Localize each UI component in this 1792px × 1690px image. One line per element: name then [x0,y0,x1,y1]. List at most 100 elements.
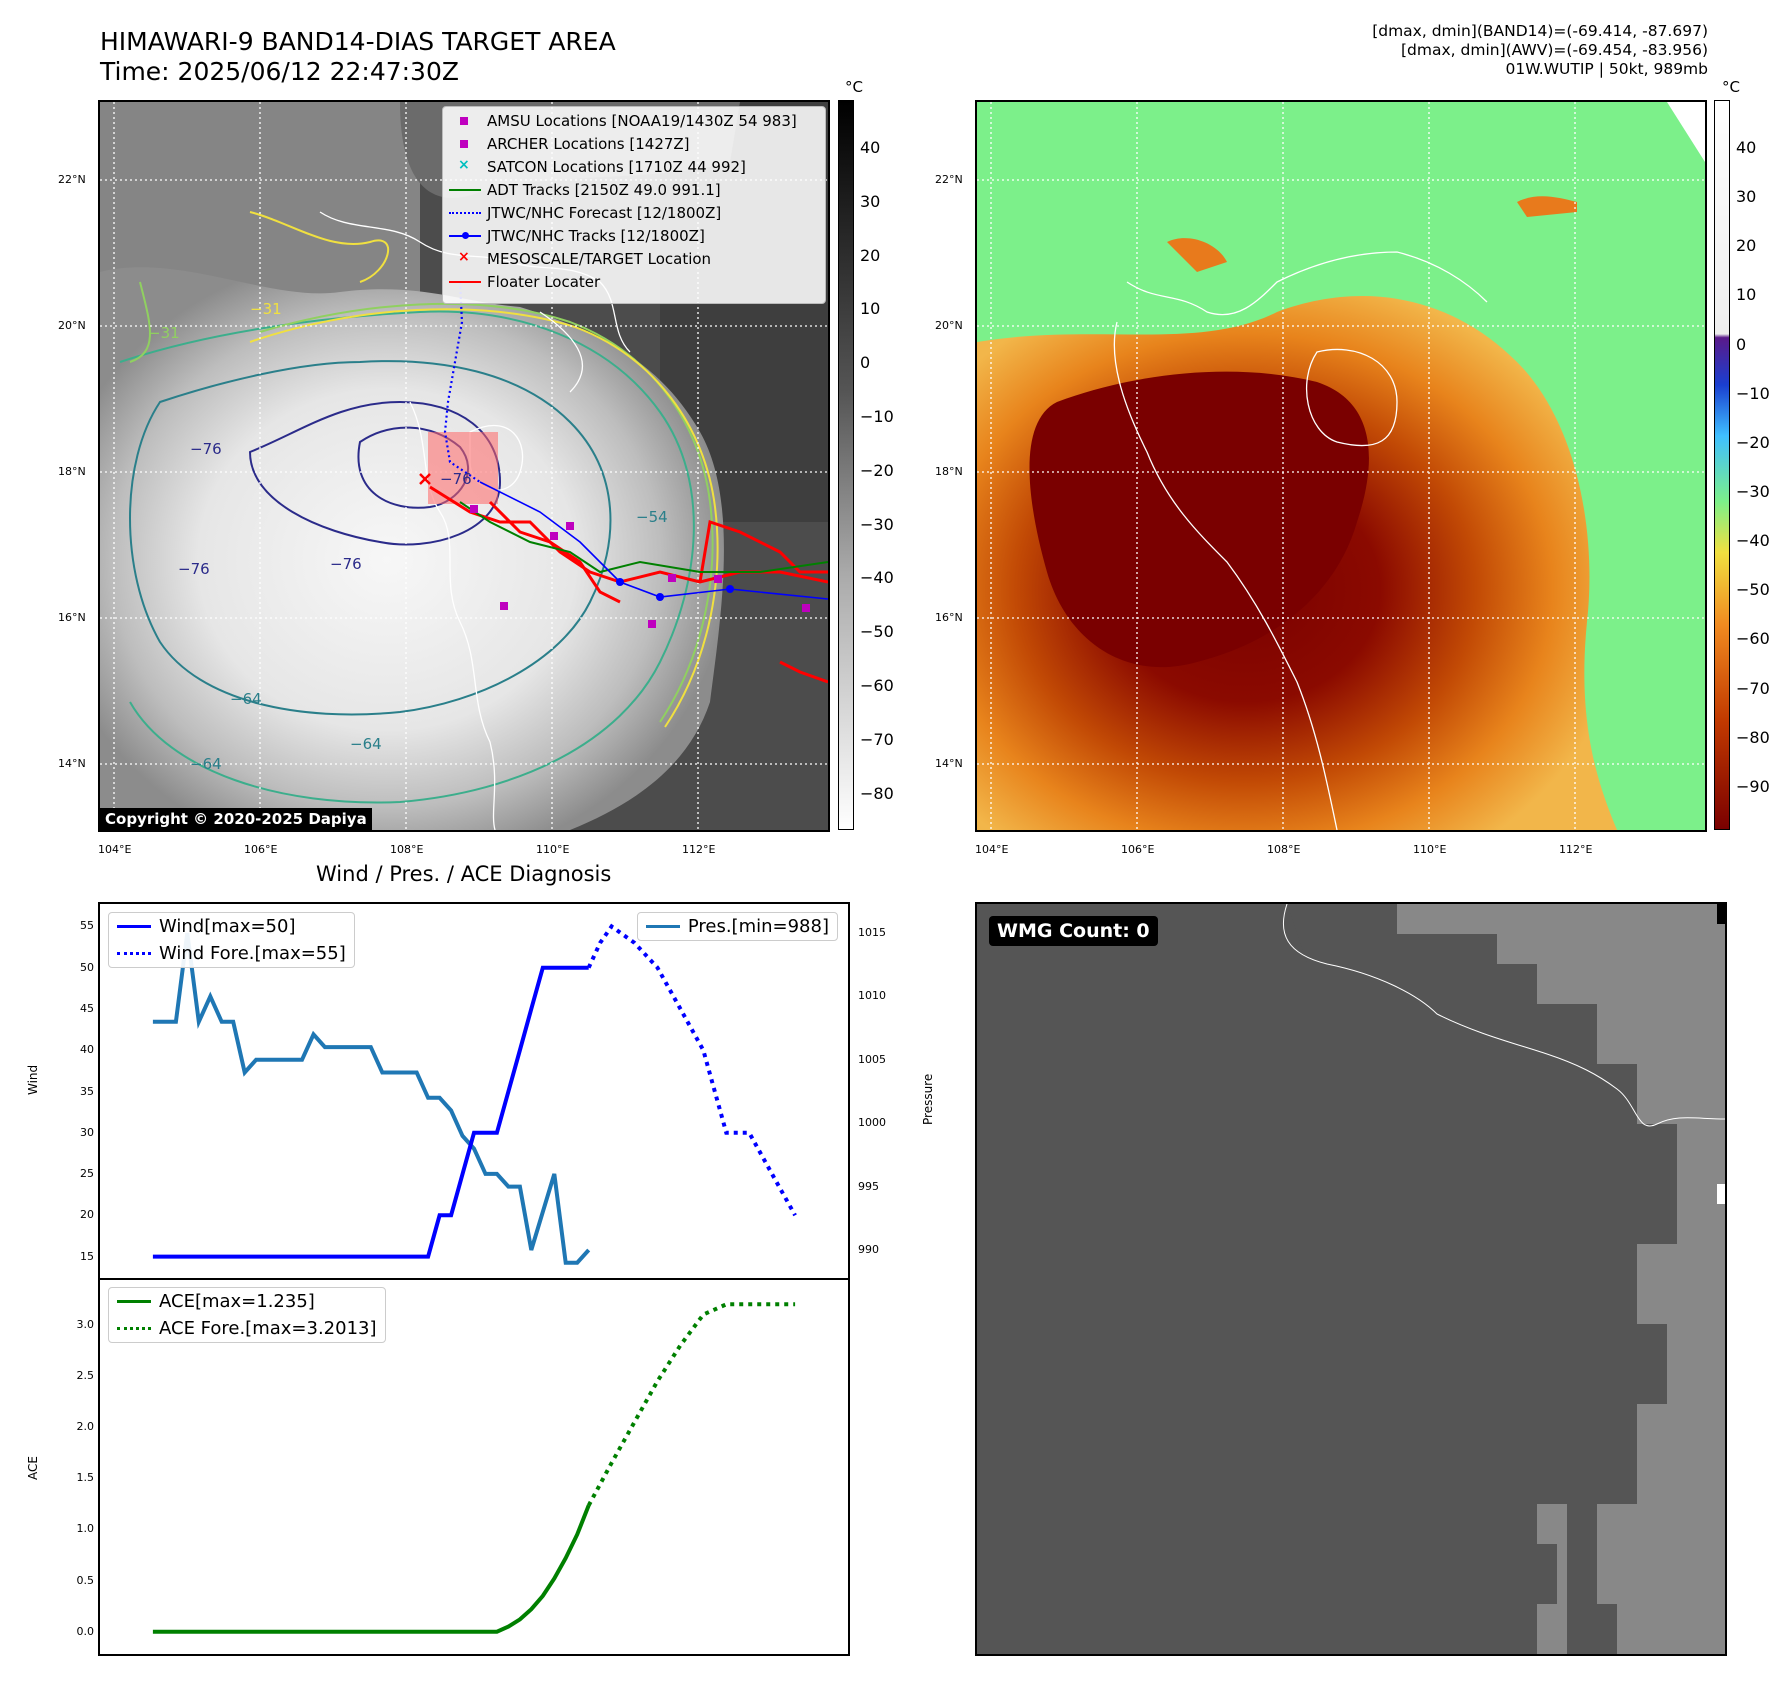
colorbar-tick: 30 [1736,187,1757,207]
line-icon [109,1288,159,1315]
wind-legend: Wind[max=50] Wind Fore.[max=55] [108,912,355,968]
lon-label: 110°E [536,843,570,856]
colorbar-tick: −70 [1736,678,1770,698]
colorbar-tick: −30 [1736,482,1770,502]
info-block: [dmax, dmin](BAND14)=(-69.414, -87.697) … [1372,22,1708,79]
colorbar-tick: −50 [1736,580,1770,600]
legend-item-jtwc-forecast: JTWC/NHC Forecast [12/1800Z] [443,202,721,224]
legend-item-ace: ACE[max=1.235] [109,1288,385,1315]
info-band14: [dmax, dmin](BAND14)=(-69.414, -87.697) [1372,22,1708,40]
colorbar-tick: −20 [860,460,894,480]
line-icon [109,913,159,940]
map-legend: AMSU Locations [NOAA19/1430Z 54 983] ARC… [442,106,826,304]
lon-label: 106°E [244,843,278,856]
legend-item-floater: Floater Locater [443,271,600,293]
ir-map-panel: AMSU Locations [NOAA19/1430Z 54 983] ARC… [98,100,830,832]
colorbar-tick: 0 [860,353,871,373]
legend-item-jtwc-tracks: JTWC/NHC Tracks [12/1800Z] [443,225,705,247]
colorbar-tick: −60 [1736,629,1770,649]
axis-tick-label: 0.5 [76,1573,95,1587]
amsu-archer-markers [470,505,810,628]
legend-item-satcon: × SATCON Locations [1710Z 44 992] [443,156,746,178]
axis-tick-label: 2.5 [76,1368,95,1382]
gray-colorbar [838,100,854,830]
line-icon [443,271,487,293]
lat-label: 22°N [935,173,963,186]
contour-label: −64 [350,735,382,753]
lon-label: 104°E [98,843,132,856]
x-marker-icon: × [458,249,470,265]
line-dot-icon [443,225,487,247]
axis-tick-label: 55 [80,919,94,933]
copyright-badge: Copyright © 2020-2025 Dapiya [100,808,372,830]
colorbar-tick: −10 [860,407,894,427]
legend-item-target: × MESOSCALE/TARGET Location [443,248,711,270]
contour-label: −31 [250,300,282,318]
ace-axis-label: ACE [26,1456,40,1480]
axis-tick-label: 1.0 [76,1522,95,1536]
lat-label: 22°N [58,173,86,186]
axis-tick-label: 45 [80,1001,94,1015]
diagnosis-panel: Wind[max=50] Wind Fore.[max=55] Pres.[mi… [98,902,850,1656]
diagnosis-title: Wind / Pres. / ACE Diagnosis [316,862,612,886]
lon-label: 112°E [682,843,716,856]
chart-time: Time: 2025/06/12 22:47:30Z [100,57,459,86]
colorbar-tick: 20 [860,245,881,265]
axis-tick-label: 40 [80,1043,94,1057]
colorbar-tick: −30 [860,514,894,534]
lon-label: 106°E [1121,843,1155,856]
contour-label: −64 [230,690,262,708]
axis-tick-label: 0.0 [76,1624,95,1638]
legend-item-wind: Wind[max=50] [109,913,354,940]
axis-tick-label: 50 [80,960,94,974]
legend-item-amsu: AMSU Locations [NOAA19/1430Z 54 983] [443,110,797,132]
colorbar-tick: −60 [860,676,894,696]
colorbar-tick: −20 [1736,432,1770,452]
x-marker-icon: × [458,157,470,173]
axis-tick-label: 990 [858,1242,879,1256]
colorbar-tick: −50 [860,622,894,642]
wind-series-line [152,965,589,1259]
lat-label: 16°N [58,611,86,624]
contour-label: −76 [440,470,472,488]
legend-item-wind-fore: Wind Fore.[max=55] [109,940,354,967]
axis-tick-label: 995 [858,1179,879,1193]
colorbar-tick: 0 [1736,334,1747,354]
line-icon [638,913,688,940]
contour-label: −54 [636,508,668,526]
awv-map-panel [975,100,1707,832]
lat-label: 18°N [935,465,963,478]
target-marker [419,473,431,485]
contour-label: −64 [190,755,222,773]
lon-label: 108°E [1267,843,1301,856]
contour-label: −76 [190,440,222,458]
lon-label: 108°E [390,843,424,856]
axis-tick-label: 15 [80,1249,94,1263]
colorbar-unit: °C [845,78,863,96]
colorbar-tick: −90 [1736,776,1770,796]
jtwc-forecast [443,281,481,483]
pressure-axis-label: Pressure [921,1073,935,1125]
line-icon [443,179,487,201]
legend-item-archer: ARCHER Locations [1427Z] [443,133,690,155]
axis-tick-label: 1005 [858,1052,886,1066]
colorbar-tick: 10 [860,299,881,319]
legend-item-ace-fore: ACE Fore.[max=3.2013] [109,1315,385,1342]
wmg-count-badge: WMG Count: 0 [989,916,1158,946]
dotted-line-icon [109,1315,159,1342]
colorbar-tick: −80 [1736,727,1770,747]
lat-label: 18°N [58,465,86,478]
colorbar-tick: −40 [860,568,894,588]
info-storm: 01W.WUTIP | 50kt, 989mb [1505,60,1708,78]
lon-label: 110°E [1413,843,1447,856]
axis-tick-label: 1000 [858,1116,886,1130]
lat-label: 14°N [58,757,86,770]
axis-tick-label: 25 [80,1167,94,1181]
wind-axis-label: Wind [26,1064,40,1095]
colorbar-tick: 10 [1736,285,1757,305]
axis-tick-label: 2.0 [76,1420,95,1434]
legend-item-pres: Pres.[min=988] [638,913,837,940]
lat-label: 14°N [935,757,963,770]
lat-label: 20°N [935,319,963,332]
axis-tick-label: 30 [80,1125,94,1139]
